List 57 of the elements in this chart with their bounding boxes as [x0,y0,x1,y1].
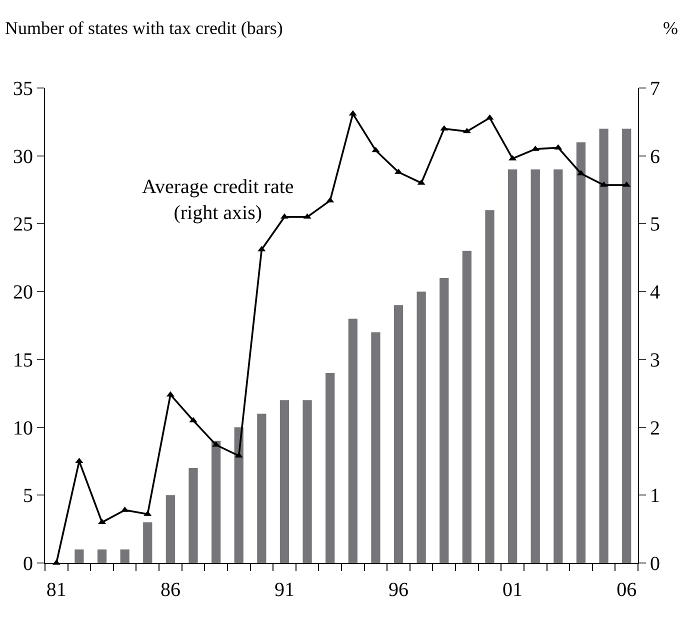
y-tick-label: 25 [13,214,33,236]
bar [97,549,107,563]
y2-tick-label: 7 [650,78,660,100]
y2-tick-label: 2 [650,417,660,440]
bar [371,332,380,563]
bar [143,522,152,563]
annotation: Average credit rate (right axis) [142,176,294,224]
bar [599,128,608,563]
y-tick-label: 35 [13,78,33,100]
bar [508,169,518,563]
bar [212,440,221,563]
point [212,441,220,447]
bar [302,400,312,563]
bar [326,373,335,563]
y2-axis-title: % [663,18,678,38]
y-axis-title: Number of states with tax credit (bars) [5,18,283,38]
y-tick-label: 5 [23,485,33,508]
x-tick-label: 96 [388,579,409,601]
y2-tick-label: 6 [650,146,660,168]
bar [530,169,540,563]
bar [234,427,244,563]
y2-tick-label: 0 [650,553,660,575]
bar [394,305,404,563]
y2-tick-label: 5 [650,214,660,236]
bar [120,549,130,563]
bar [348,318,358,563]
point [462,128,471,134]
bar [622,128,632,563]
bar [485,210,494,563]
bar [280,400,290,563]
y-tick-label: 15 [13,349,33,372]
y2-tick-label: 1 [650,485,660,508]
bar [188,468,198,563]
bar [554,169,563,563]
y2-tick-label: 3 [650,349,660,372]
bar [440,278,449,563]
x-tick-label: 81 [46,579,66,601]
x-tick-label: 01 [502,579,523,601]
y-tick-label: 30 [13,146,33,168]
bar [462,250,472,563]
y-tick-label: 20 [13,282,33,304]
bar [74,549,84,563]
bar [166,495,175,563]
point [234,452,243,458]
x-tick-label: 06 [616,579,637,601]
bar [416,292,426,563]
point [486,114,494,120]
y-tick-label: 10 [13,417,33,440]
point [372,146,380,152]
y-tick-label: 0 [23,553,33,575]
x-tick-label: 91 [274,579,294,601]
bar [576,142,586,563]
point [303,213,312,219]
point [348,110,357,116]
y2-tick-label: 4 [650,282,660,304]
x-tick-label: 86 [160,579,180,601]
bar [257,414,266,563]
